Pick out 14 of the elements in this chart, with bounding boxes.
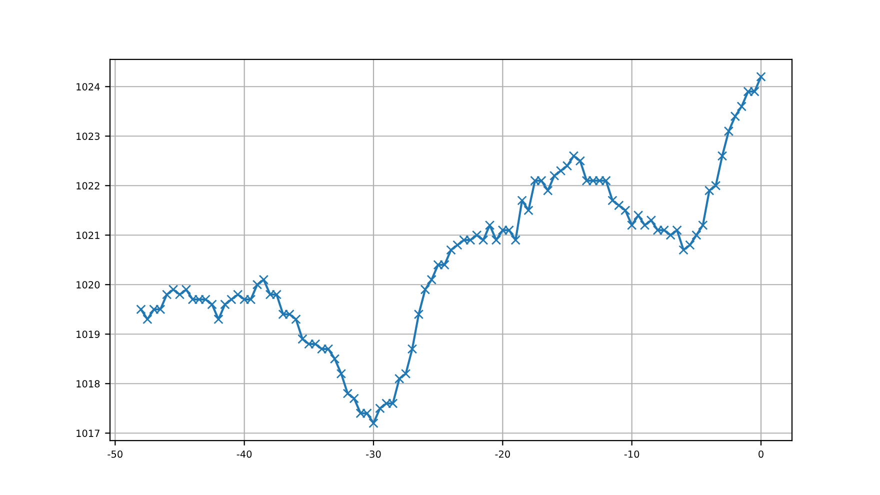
y-tick-label: 1022 — [76, 182, 100, 190]
y-tick-label: 1023 — [76, 132, 100, 140]
y-tick-label: 1018 — [76, 380, 100, 388]
y-tick-label: 1021 — [76, 232, 100, 239]
x-tick-label: -10 — [624, 450, 640, 458]
x-tick-label: 0 — [758, 450, 764, 458]
x-tick-label: -30 — [366, 450, 381, 458]
y-tick-label: 1017 — [76, 430, 100, 437]
y-tick-label: 1024 — [76, 83, 100, 90]
y-tick-label: 1020 — [76, 281, 100, 288]
x-tick-label: -20 — [495, 450, 510, 458]
x-tick-label: -50 — [108, 450, 122, 458]
y-tick-label: 1019 — [76, 330, 100, 338]
x-tick-label: -40 — [236, 450, 252, 458]
